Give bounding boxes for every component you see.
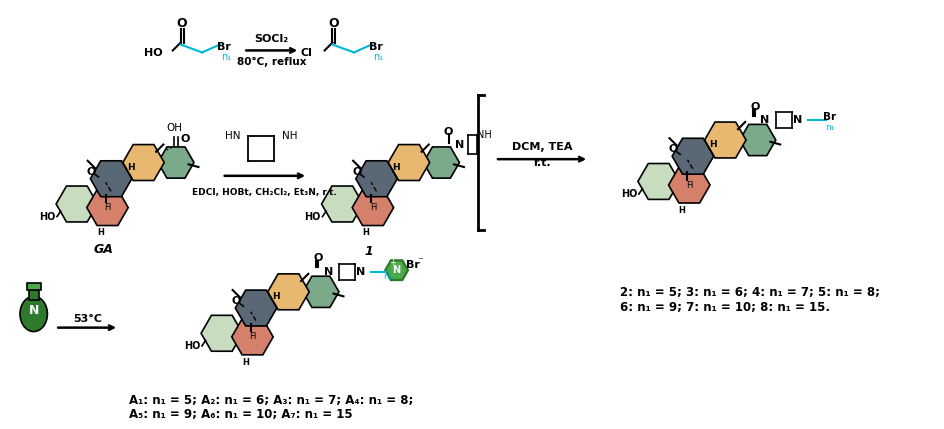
Text: HO: HO [184,341,200,351]
Text: HO: HO [620,189,636,199]
Polygon shape [704,122,745,158]
Polygon shape [231,319,273,355]
Text: NH: NH [281,131,296,141]
Text: 53°C: 53°C [73,314,102,324]
Text: N: N [356,267,364,277]
Polygon shape [671,138,713,174]
Text: EDCI, HOBt, CH₂Cl₂, Et₃N, r.t.: EDCI, HOBt, CH₂Cl₂, Et₃N, r.t. [193,188,337,197]
Polygon shape [637,163,679,199]
Text: H̄: H̄ [249,332,256,341]
Text: H: H [392,163,399,172]
Text: H: H [362,228,369,237]
Text: H: H [272,292,279,301]
Text: 80°C, reflux: 80°C, reflux [237,57,306,67]
Text: H: H [242,358,248,367]
Text: n₁: n₁ [222,52,231,62]
Text: O: O [351,166,361,177]
Polygon shape [267,274,309,310]
Polygon shape [667,167,709,203]
Text: HO: HO [39,211,55,222]
Text: O: O [180,134,190,144]
Polygon shape [201,315,243,351]
Polygon shape [91,161,131,197]
Text: H̄: H̄ [685,181,692,190]
Text: H: H [96,228,104,237]
Text: n₁: n₁ [824,123,834,132]
Text: 2: n₁ = 5; 3: n₁ = 6; 4: n₁ = 7; 5: n₁ = 8;: 2: n₁ = 5; 3: n₁ = 6; 4: n₁ = 7; 5: n₁ =… [620,287,880,299]
Text: N: N [760,115,768,125]
Text: O: O [444,127,453,137]
Polygon shape [384,260,408,280]
Text: O: O [328,18,338,30]
Polygon shape [321,186,362,222]
Text: n₁: n₁ [383,272,392,281]
Text: Br: Br [216,42,230,51]
Polygon shape [423,147,459,178]
Text: N: N [28,305,39,317]
Text: +: + [389,259,396,268]
Text: HN: HN [225,131,240,141]
Text: N: N [454,139,464,150]
Text: H̄: H̄ [369,203,376,212]
Text: r.t.: r.t. [532,158,550,168]
Text: H: H [678,206,684,215]
Polygon shape [352,190,394,226]
Text: Br: Br [822,112,835,122]
Text: O: O [313,254,323,263]
Polygon shape [123,145,164,181]
Text: H: H [126,163,135,172]
Text: O: O [667,144,677,154]
FancyBboxPatch shape [26,283,41,290]
Polygon shape [388,145,430,181]
Text: Br: Br [368,42,382,51]
Polygon shape [158,147,194,178]
Text: SOCl₂: SOCl₂ [254,34,289,44]
Polygon shape [356,161,396,197]
Text: 1: 1 [364,245,373,258]
Text: HO: HO [304,211,320,222]
Text: N: N [392,265,400,275]
Text: GA: GA [93,242,113,256]
FancyBboxPatch shape [28,290,39,300]
Text: N: N [323,267,332,277]
Text: O: O [87,166,96,177]
Text: ⁻: ⁻ [416,256,423,266]
Text: DCM, TEA: DCM, TEA [512,142,572,152]
Text: O: O [750,102,759,112]
Polygon shape [386,262,406,279]
Text: H: H [708,140,716,149]
Text: 6: n₁ = 9; 7: n₁ = 10; 8: n₁ = 15.: 6: n₁ = 9; 7: n₁ = 10; 8: n₁ = 15. [620,301,830,314]
Text: HO: HO [144,48,162,58]
Text: H̄: H̄ [104,203,110,212]
Polygon shape [235,290,277,326]
Text: n₁: n₁ [373,52,383,62]
Text: N: N [792,115,801,125]
Polygon shape [739,124,775,156]
Text: A₁: n₁ = 5; A₂: n₁ = 6; A₃: n₁ = 7; A₄: n₁ = 8;: A₁: n₁ = 5; A₂: n₁ = 6; A₃: n₁ = 7; A₄: … [128,394,413,407]
Text: O: O [231,296,241,306]
Polygon shape [87,190,128,226]
Text: A₅: n₁ = 9; A₆: n₁ = 10; A₇: n₁ = 15: A₅: n₁ = 9; A₆: n₁ = 10; A₇: n₁ = 15 [128,408,352,421]
Polygon shape [56,186,97,222]
Text: Cl: Cl [301,48,312,58]
Text: OH: OH [166,123,182,133]
Ellipse shape [20,296,47,332]
Text: NH: NH [477,130,492,140]
Text: Br: Br [406,260,419,270]
Polygon shape [303,276,339,308]
Text: O: O [177,18,187,30]
